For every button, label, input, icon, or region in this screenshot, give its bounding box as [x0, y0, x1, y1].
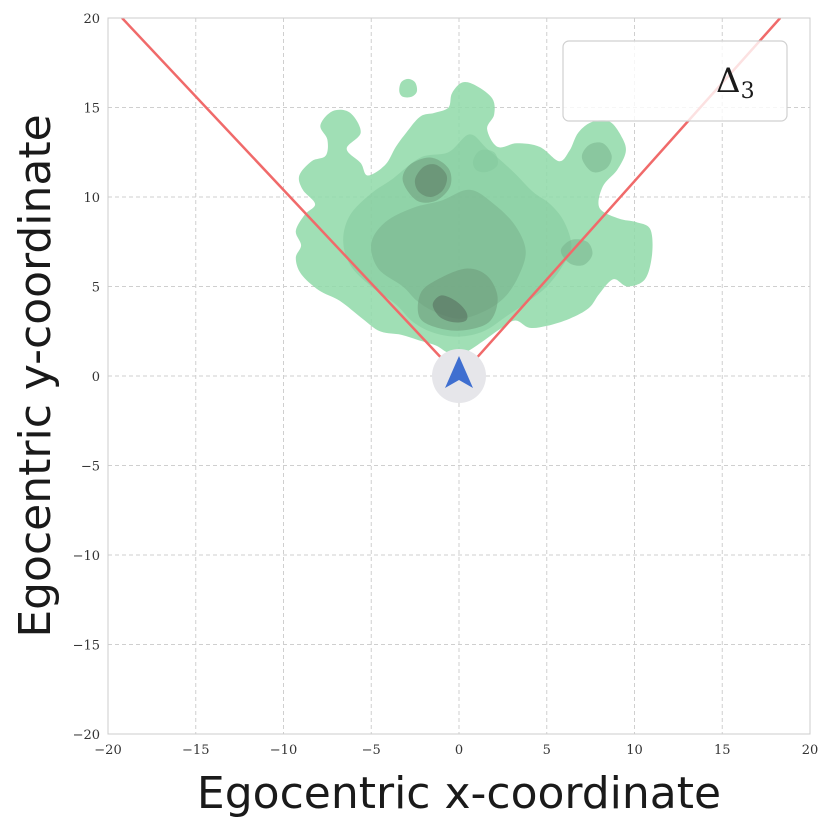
- density-region-level-5-9: [414, 164, 448, 198]
- fov-line-0: [121, 18, 443, 359]
- density-region-level-3-6: [560, 239, 593, 266]
- y-tick-label-3: −5: [81, 460, 100, 475]
- y-tick-labels: −20 −15 −10 −5 0 5 10 15 20: [73, 12, 100, 743]
- legend-box: [562, 40, 788, 122]
- y-tick-label-5: 5: [92, 281, 100, 296]
- x-tick-label-3: −5: [362, 743, 381, 758]
- x-tick-labels: −20 −15 −10 −5 0 5 10 15 20: [94, 743, 818, 758]
- x-tick-label-7: 15: [714, 743, 731, 758]
- plot-frame: [107, 17, 811, 735]
- x-tick-label-2: −10: [270, 743, 297, 758]
- agent-marker: [432, 349, 486, 403]
- x-tick-label-5: 5: [543, 743, 551, 758]
- y-tick-label-6: 10: [83, 191, 100, 206]
- density-region-level-6-10: [432, 295, 468, 323]
- x-tick-label-8: 20: [802, 743, 819, 758]
- x-tick-label-1: −15: [182, 743, 209, 758]
- density-region-level-2-3: [472, 149, 498, 173]
- x-tick-label-4: 0: [455, 743, 463, 758]
- y-tick-label-7: 15: [83, 102, 100, 117]
- density-region-level-1-1: [399, 78, 418, 98]
- legend: Δ3: [562, 40, 788, 122]
- legend-label: Δ3: [716, 61, 755, 104]
- density-region-level-3-5: [581, 142, 612, 173]
- x-axis-title: Egocentric x-coordinate: [197, 768, 721, 819]
- density-region-level-4-7: [417, 268, 498, 331]
- x-tick-label-0: −20: [94, 743, 121, 758]
- density-contours: [295, 78, 653, 354]
- y-tick-label-4: 0: [92, 370, 100, 385]
- agent-arrow-icon: [445, 356, 473, 388]
- y-tick-label-2: −10: [73, 549, 100, 564]
- y-tick-label-0: −20: [73, 728, 100, 743]
- y-tick-label-1: −15: [73, 639, 100, 654]
- x-tick-label-6: 10: [626, 743, 643, 758]
- y-tick-label-8: 20: [83, 12, 100, 27]
- y-axis-title: Egocentric y-coordinate: [10, 114, 61, 637]
